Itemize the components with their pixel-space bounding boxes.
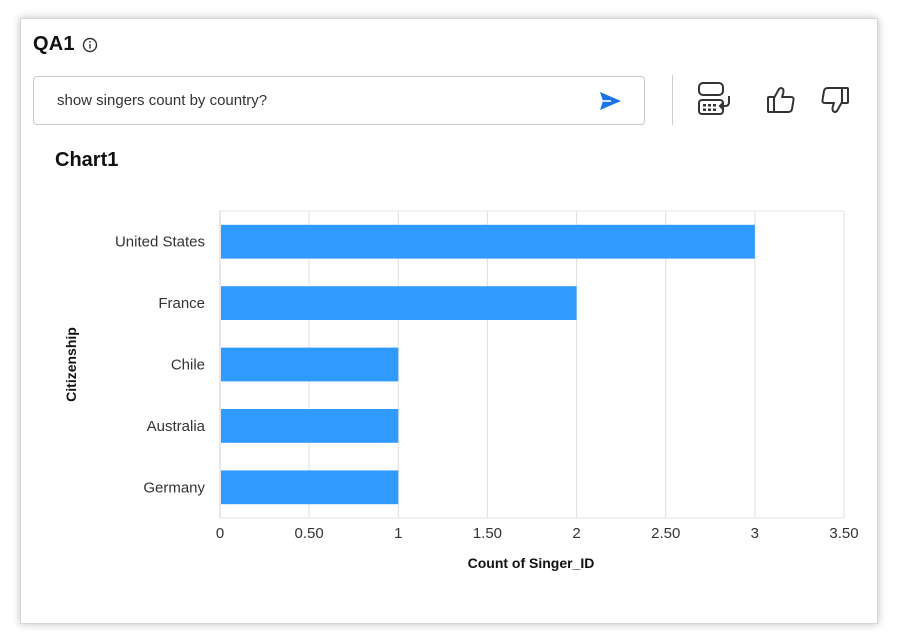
card-title: QA1 [33,33,75,55]
card-header: QA1 [33,33,98,56]
x-tick-label: 3 [751,525,759,542]
thumbs-up-icon[interactable] [766,85,796,115]
thumbs-down-icon[interactable] [820,85,850,115]
query-box [33,76,645,125]
bar [221,470,399,505]
x-tick-label: 1.50 [473,525,502,542]
y-tick-label: Germany [143,479,205,496]
y-tick-label: Chile [171,357,205,374]
y-axis-title: Citizenship [63,327,79,402]
x-tick-label: 1 [394,525,402,542]
x-tick-label: 2.50 [651,525,680,542]
bar [221,286,577,320]
x-tick-label: 2 [572,525,580,542]
bar [221,224,755,259]
bar [221,409,399,443]
convert-to-table-icon[interactable] [696,81,732,117]
toolbar-divider [672,75,673,125]
send-icon[interactable] [598,90,622,112]
chart-title: Chart1 [55,149,119,171]
y-tick-label: United States [115,234,205,251]
query-input[interactable] [57,92,577,109]
info-icon[interactable] [82,37,98,53]
y-tick-label: Australia [147,418,206,435]
x-tick-label: 0 [216,525,224,542]
x-tick-label: 3.50 [829,525,858,542]
bar-chart: 0 0.50 1 1.50 2 2.50 3 3.50 United States France C… [63,210,859,571]
bar [221,347,399,382]
x-axis-title: Count of Singer_ID [468,555,595,571]
y-tick-label: France [158,295,205,312]
x-tick-label: 0.50 [295,525,324,542]
